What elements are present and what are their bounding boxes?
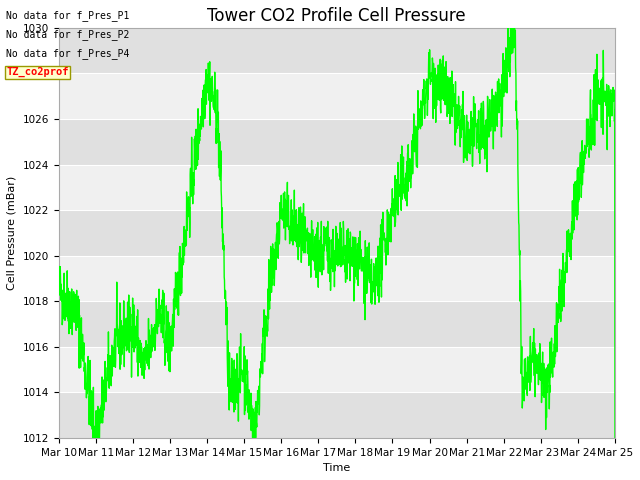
- Bar: [59, 28, 615, 73]
- Text: No data for f_Pres_P1: No data for f_Pres_P1: [6, 10, 130, 21]
- Text: No data for f_Pres_P4: No data for f_Pres_P4: [6, 48, 130, 59]
- Bar: [59, 210, 615, 256]
- Bar: [59, 256, 615, 301]
- Bar: [59, 73, 615, 119]
- Bar: [59, 392, 615, 438]
- Bar: [59, 347, 615, 392]
- Title: Tower CO2 Profile Cell Pressure: Tower CO2 Profile Cell Pressure: [207, 7, 466, 25]
- Bar: [59, 301, 615, 347]
- Bar: [59, 165, 615, 210]
- Text: No data for f_Pres_P2: No data for f_Pres_P2: [6, 29, 130, 40]
- Bar: [59, 119, 615, 165]
- Text: TZ_co2prof: TZ_co2prof: [6, 67, 69, 77]
- X-axis label: Time: Time: [323, 463, 351, 473]
- Y-axis label: Cell Pressure (mBar): Cell Pressure (mBar): [7, 176, 17, 290]
